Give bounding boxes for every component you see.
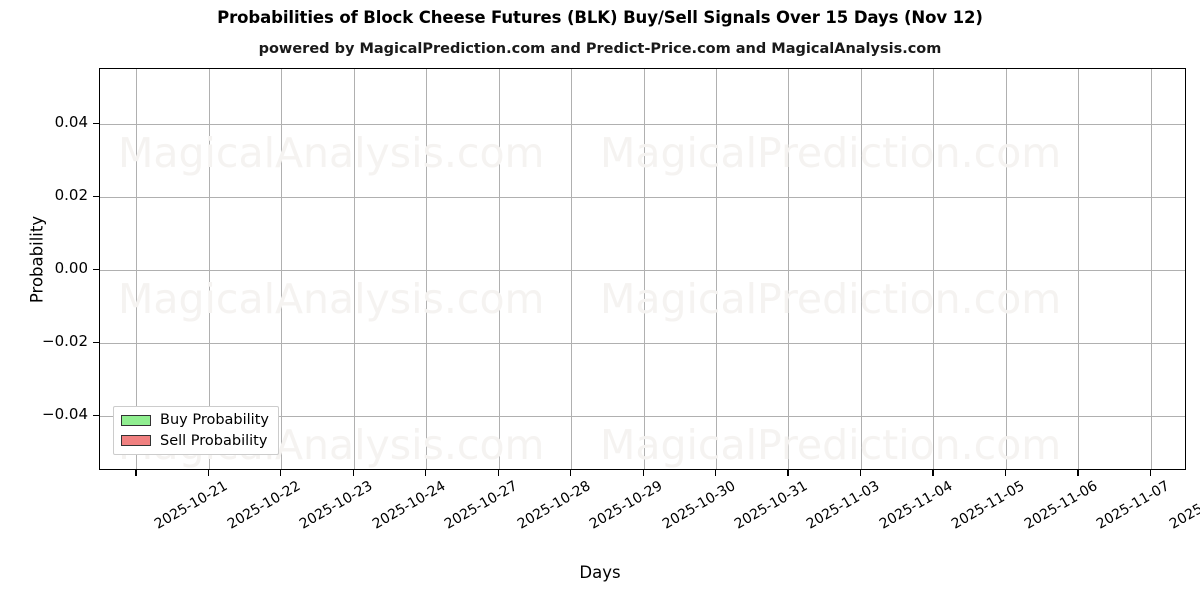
watermark-text: MagicalAnalysis.com: [118, 275, 545, 323]
x-tick-mark: [280, 470, 282, 476]
x-tick-label: 2025-10-30: [659, 478, 738, 533]
y-axis-tick-labels: 0.04 0.02 0.00 −0.02 −0.04: [0, 0, 88, 600]
x-tick-mark: [714, 470, 717, 476]
gridline-vertical: [643, 69, 645, 469]
legend-item-sell-probability[interactable]: Sell Probability: [121, 432, 269, 449]
watermark-text: MagicalPrediction.com: [600, 129, 1062, 177]
x-tick-mark: [207, 470, 209, 476]
y-tick-mark: [93, 269, 99, 271]
gridline-horizontal: [100, 416, 1185, 418]
x-tick-mark: [1004, 470, 1007, 476]
y-tick-mark: [93, 195, 99, 198]
y-tick-label: 0.00: [54, 259, 88, 277]
chart-legend: Buy Probability Sell Probability: [113, 406, 279, 455]
x-tick-mark: [570, 470, 572, 476]
y-tick-label: 0.02: [54, 185, 88, 204]
gridline-horizontal: [100, 196, 1185, 198]
x-axis-title: Days: [579, 563, 621, 582]
x-tick-label: 2025-11-05: [949, 478, 1028, 533]
gridline-vertical: [715, 69, 717, 469]
gridline-vertical: [1150, 69, 1152, 469]
gridline-vertical: [208, 69, 210, 469]
gridline-horizontal: [100, 343, 1185, 345]
gridline-horizontal: [100, 123, 1185, 125]
y-tick-label: −0.02: [42, 332, 88, 351]
x-tick-mark: [497, 470, 499, 476]
y-axis-title: Probability: [27, 215, 47, 304]
x-tick-label: 2025-10-31: [731, 478, 811, 533]
gridline-vertical: [571, 69, 573, 469]
x-tick-label: 2025-10-22: [224, 478, 304, 533]
x-tick-label: 2025-10-29: [586, 478, 666, 533]
y-tick-mark: [93, 342, 99, 344]
x-tick-label: 2025-10-28: [514, 478, 593, 533]
x-tick-mark: [932, 470, 934, 476]
chart-title: Probabilities of Block Cheese Futures (B…: [217, 8, 983, 27]
x-tick-mark: [135, 470, 137, 476]
x-tick-label: 2025-11-06: [1021, 478, 1101, 533]
x-tick-label: 2025-11-03: [804, 478, 883, 533]
x-tick-mark: [1077, 470, 1079, 476]
gridline-vertical: [1078, 69, 1080, 469]
x-tick-label: 2025-10-21: [152, 478, 231, 533]
legend-swatch-buy: [121, 414, 151, 426]
gridline-vertical: [498, 69, 500, 469]
x-tick-mark: [425, 470, 427, 476]
legend-item-buy-probability[interactable]: Buy Probability: [121, 413, 269, 428]
x-tick-mark: [1149, 470, 1152, 476]
gridline-vertical: [136, 69, 138, 469]
y-tick-mark: [93, 122, 99, 125]
x-tick-label: 2025-11-04: [876, 478, 956, 533]
y-tick-label: 0.04: [54, 112, 88, 131]
x-tick-label: 2025-11-10: [1166, 478, 1200, 533]
watermark-text: MagicalPrediction.com: [600, 275, 1062, 323]
x-tick-label: 2025-10-23: [297, 478, 376, 533]
x-tick-label: 2025-10-24: [369, 478, 448, 533]
x-tick-mark: [859, 470, 862, 476]
legend-label-sell: Sell Probability: [160, 432, 268, 449]
gridline-vertical: [860, 69, 862, 469]
x-tick-mark: [352, 470, 354, 476]
plot-area: MagicalAnalysis.com MagicalPrediction.com…: [99, 68, 1186, 470]
gridline-vertical: [281, 69, 283, 469]
x-tick-mark: [787, 470, 789, 476]
legend-label-buy: Buy Probability: [160, 412, 269, 428]
watermark-text: MagicalAnalysis.com: [118, 129, 545, 177]
x-tick-label: 2025-10-27: [441, 478, 521, 533]
gridline-horizontal: [100, 270, 1185, 271]
y-tick-label: −0.04: [42, 405, 88, 424]
gridline-vertical: [1005, 69, 1007, 469]
chart-subtitle: powered by MagicalPrediction.com and Pre…: [258, 41, 942, 57]
watermark-text: MagicalPrediction.com: [600, 421, 1062, 469]
gridline-vertical: [353, 69, 355, 469]
gridline-vertical: [933, 69, 935, 469]
legend-swatch-sell: [121, 435, 151, 447]
gridline-vertical: [426, 69, 428, 469]
gridline-vertical: [788, 69, 790, 469]
y-tick-mark: [93, 415, 99, 417]
x-tick-label: 2025-11-07: [1094, 478, 1173, 533]
x-tick-mark: [642, 470, 644, 476]
